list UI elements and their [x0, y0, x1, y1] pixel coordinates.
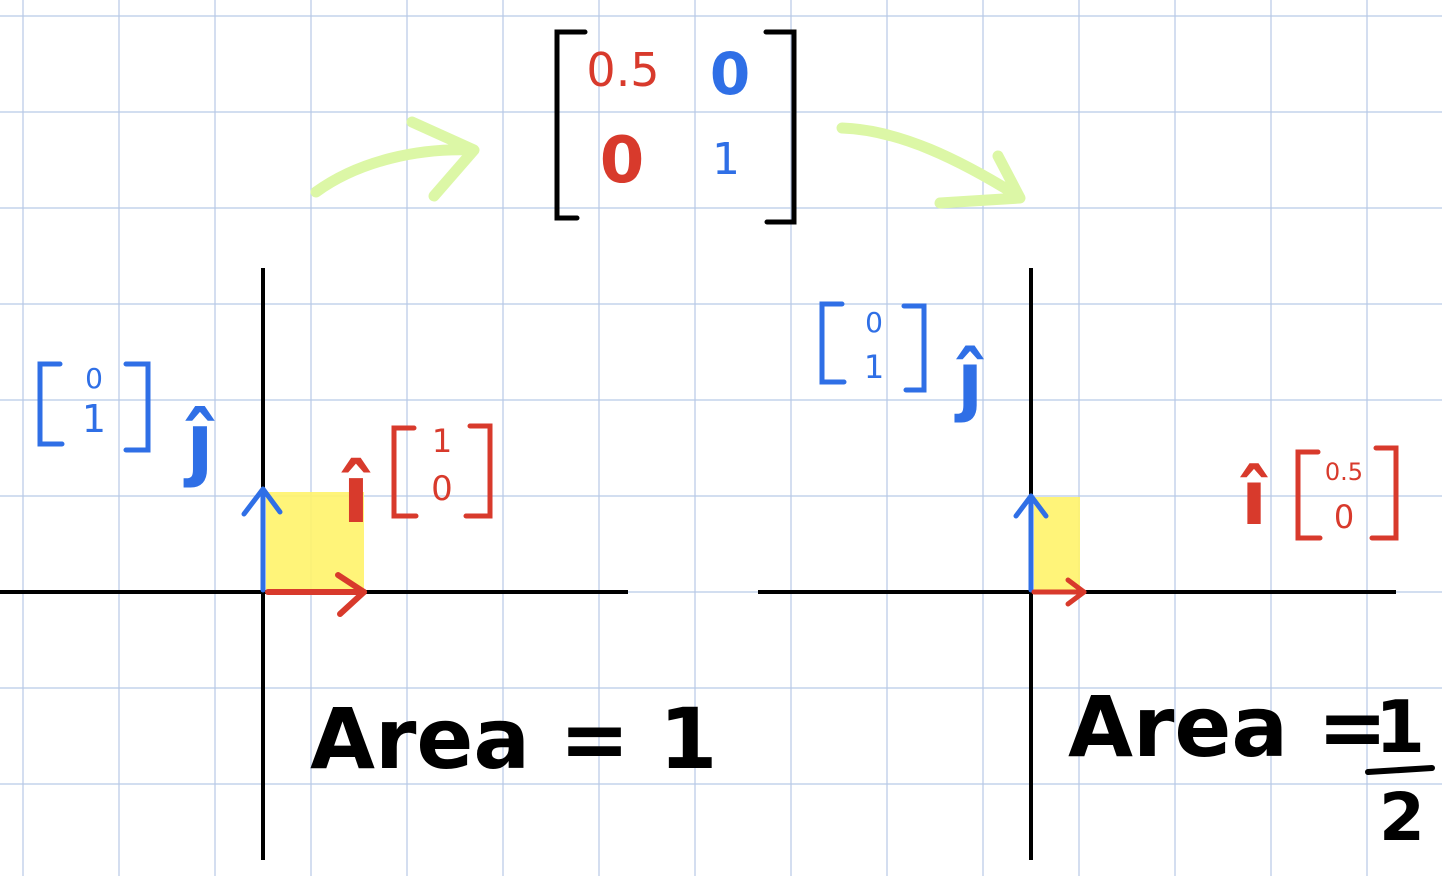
left-i-hat-label: î [340, 448, 371, 541]
right-j-hat-label: ĵ [954, 335, 985, 424]
matrix-a12: 0 [710, 40, 750, 108]
right-j-bracket-open [819, 301, 847, 385]
left-i-vector-top: 1 [432, 422, 452, 460]
transformation-matrix: 0.5 0 0 1 [554, 29, 797, 225]
matrix-right-bracket [763, 29, 797, 225]
matrix-a11: 0.5 [586, 43, 659, 97]
right-j-vector-bottom: 1 [864, 348, 884, 386]
right-area-numerator: 1 [1375, 685, 1425, 769]
right-area-label: Area = [1068, 678, 1388, 776]
right-plot: 0 1 ĵ î 0.5 0 Area = 1 2 [758, 268, 1435, 860]
left-j-hat-arrow [241, 486, 283, 593]
matrix-a21: 0 [600, 124, 645, 198]
curved-arrow-icon [310, 116, 480, 202]
right-area-denominator: 2 [1379, 779, 1425, 856]
left-j-bracket-close [123, 361, 151, 453]
left-j-hat-label: ĵ [183, 396, 215, 489]
matrix-a22: 1 [712, 134, 740, 185]
left-i-vector-bottom: 0 [431, 469, 453, 509]
left-j-vector-top: 0 [85, 362, 103, 395]
left-i-bracket-close [463, 423, 493, 519]
right-j-vector-top: 0 [865, 306, 883, 339]
curved-arrow-icon [836, 122, 1026, 209]
left-j-bracket-open [37, 361, 65, 447]
right-i-vector-top: 0.5 [1325, 458, 1363, 486]
right-i-vector-bottom: 0 [1334, 498, 1354, 536]
right-i-bracket-open [1295, 449, 1323, 541]
left-plot: 0 1 ĵ î 1 0 Area = 1 [0, 268, 717, 860]
right-i-bracket-close [1369, 445, 1399, 541]
right-j-bracket-close [901, 303, 927, 393]
left-i-vector-label [391, 423, 493, 519]
left-i-bracket-open [391, 425, 419, 519]
left-j-vector-label [37, 361, 151, 453]
left-unit-square [266, 492, 364, 592]
left-j-vector-bottom: 1 [82, 397, 106, 441]
right-i-hat-label: î [1240, 453, 1268, 542]
right-j-vector-label [819, 301, 927, 393]
left-area-label: Area = 1 [310, 690, 717, 788]
right-i-hat-arrow [1031, 577, 1087, 607]
matrix-left-bracket [554, 29, 588, 221]
left-i-hat-arrow [265, 572, 367, 617]
right-j-hat-arrow [1013, 493, 1049, 593]
right-area-fraction-bar [1365, 765, 1435, 775]
right-i-vector-label [1295, 445, 1399, 541]
